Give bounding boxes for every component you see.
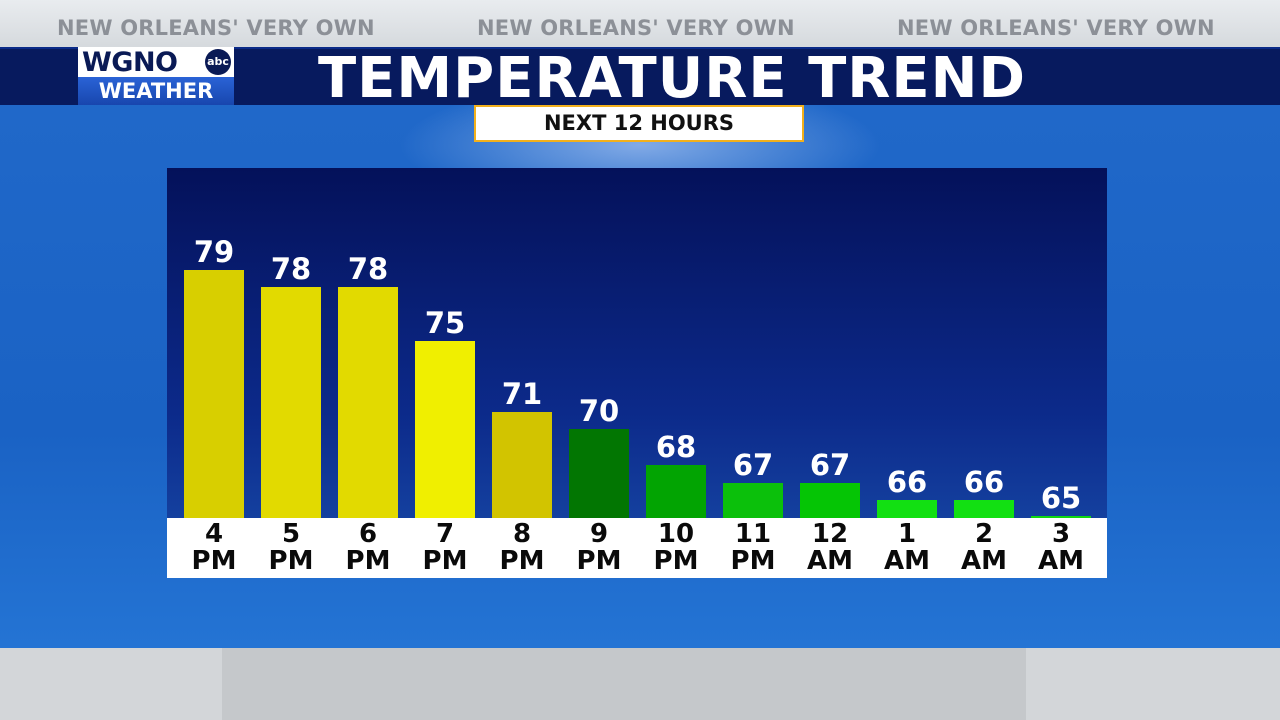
x-tick-label: 6 PM (345, 519, 391, 576)
x-tick-label: 9 PM (576, 519, 622, 576)
x-tick-label: 8 PM (499, 519, 545, 576)
x-tick-label: 2 AM (961, 519, 1007, 576)
data-label: 75 (424, 305, 466, 340)
bar-5-pm (261, 287, 321, 518)
ticker-text: NEW ORLEANS' VERY OWN (57, 16, 375, 40)
bar-7-pm (415, 340, 475, 518)
x-axis-band (167, 518, 1107, 578)
data-label: 67 (732, 447, 774, 482)
bar-8-pm (492, 411, 552, 518)
x-tick-label: 12 AM (807, 519, 853, 576)
bar-12-am (800, 482, 860, 518)
data-label: 66 (886, 465, 928, 500)
data-label: 78 (347, 252, 389, 287)
chart-plot-area (167, 168, 1107, 518)
data-label: 71 (501, 376, 543, 411)
bar-2-am (954, 500, 1014, 518)
x-tick-label: 5 PM (268, 519, 314, 576)
x-tick-label: 3 AM (1038, 519, 1084, 576)
x-tick-label: 10 PM (653, 519, 699, 576)
data-label: 66 (963, 465, 1005, 500)
bar-3-am (1031, 516, 1091, 518)
data-label: 79 (193, 234, 235, 269)
x-tick-label: 11 PM (730, 519, 776, 576)
data-label: 68 (655, 429, 697, 464)
bar-1-am (877, 500, 937, 518)
abc-network-icon: abc (205, 49, 231, 75)
bar-6-pm (338, 287, 398, 518)
data-label: 67 (809, 447, 851, 482)
x-tick-label: 4 PM (191, 519, 237, 576)
x-tick-label: 1 AM (884, 519, 930, 576)
chart-subtitle: NEXT 12 HOURS (474, 105, 804, 142)
ticker-text: NEW ORLEANS' VERY OWN (897, 16, 1215, 40)
ticker-text: NEW ORLEANS' VERY OWN (477, 16, 795, 40)
bottom-strip-center (222, 648, 1026, 720)
data-label: 70 (578, 394, 620, 429)
logo-wordmark: WGNO (82, 47, 178, 78)
bar-9-pm (569, 429, 629, 518)
top-banner: NEW ORLEANS' VERY OWN NEW ORLEANS' VERY … (0, 0, 1280, 48)
bar-4-pm (184, 269, 244, 518)
logo-tagline: WEATHER (98, 79, 214, 103)
x-tick-label: 7 PM (422, 519, 468, 576)
bar-11-pm (723, 482, 783, 518)
logo-bottom-block: WEATHER (78, 77, 234, 105)
data-label: 78 (270, 252, 312, 287)
data-label: 65 (1040, 481, 1082, 515)
station-logo: WGNO abc WEATHER (78, 47, 234, 105)
page-title: TEMPERATURE TREND (317, 46, 1027, 111)
logo-top-block: WGNO abc (78, 47, 234, 78)
bar-10-pm (646, 464, 706, 518)
